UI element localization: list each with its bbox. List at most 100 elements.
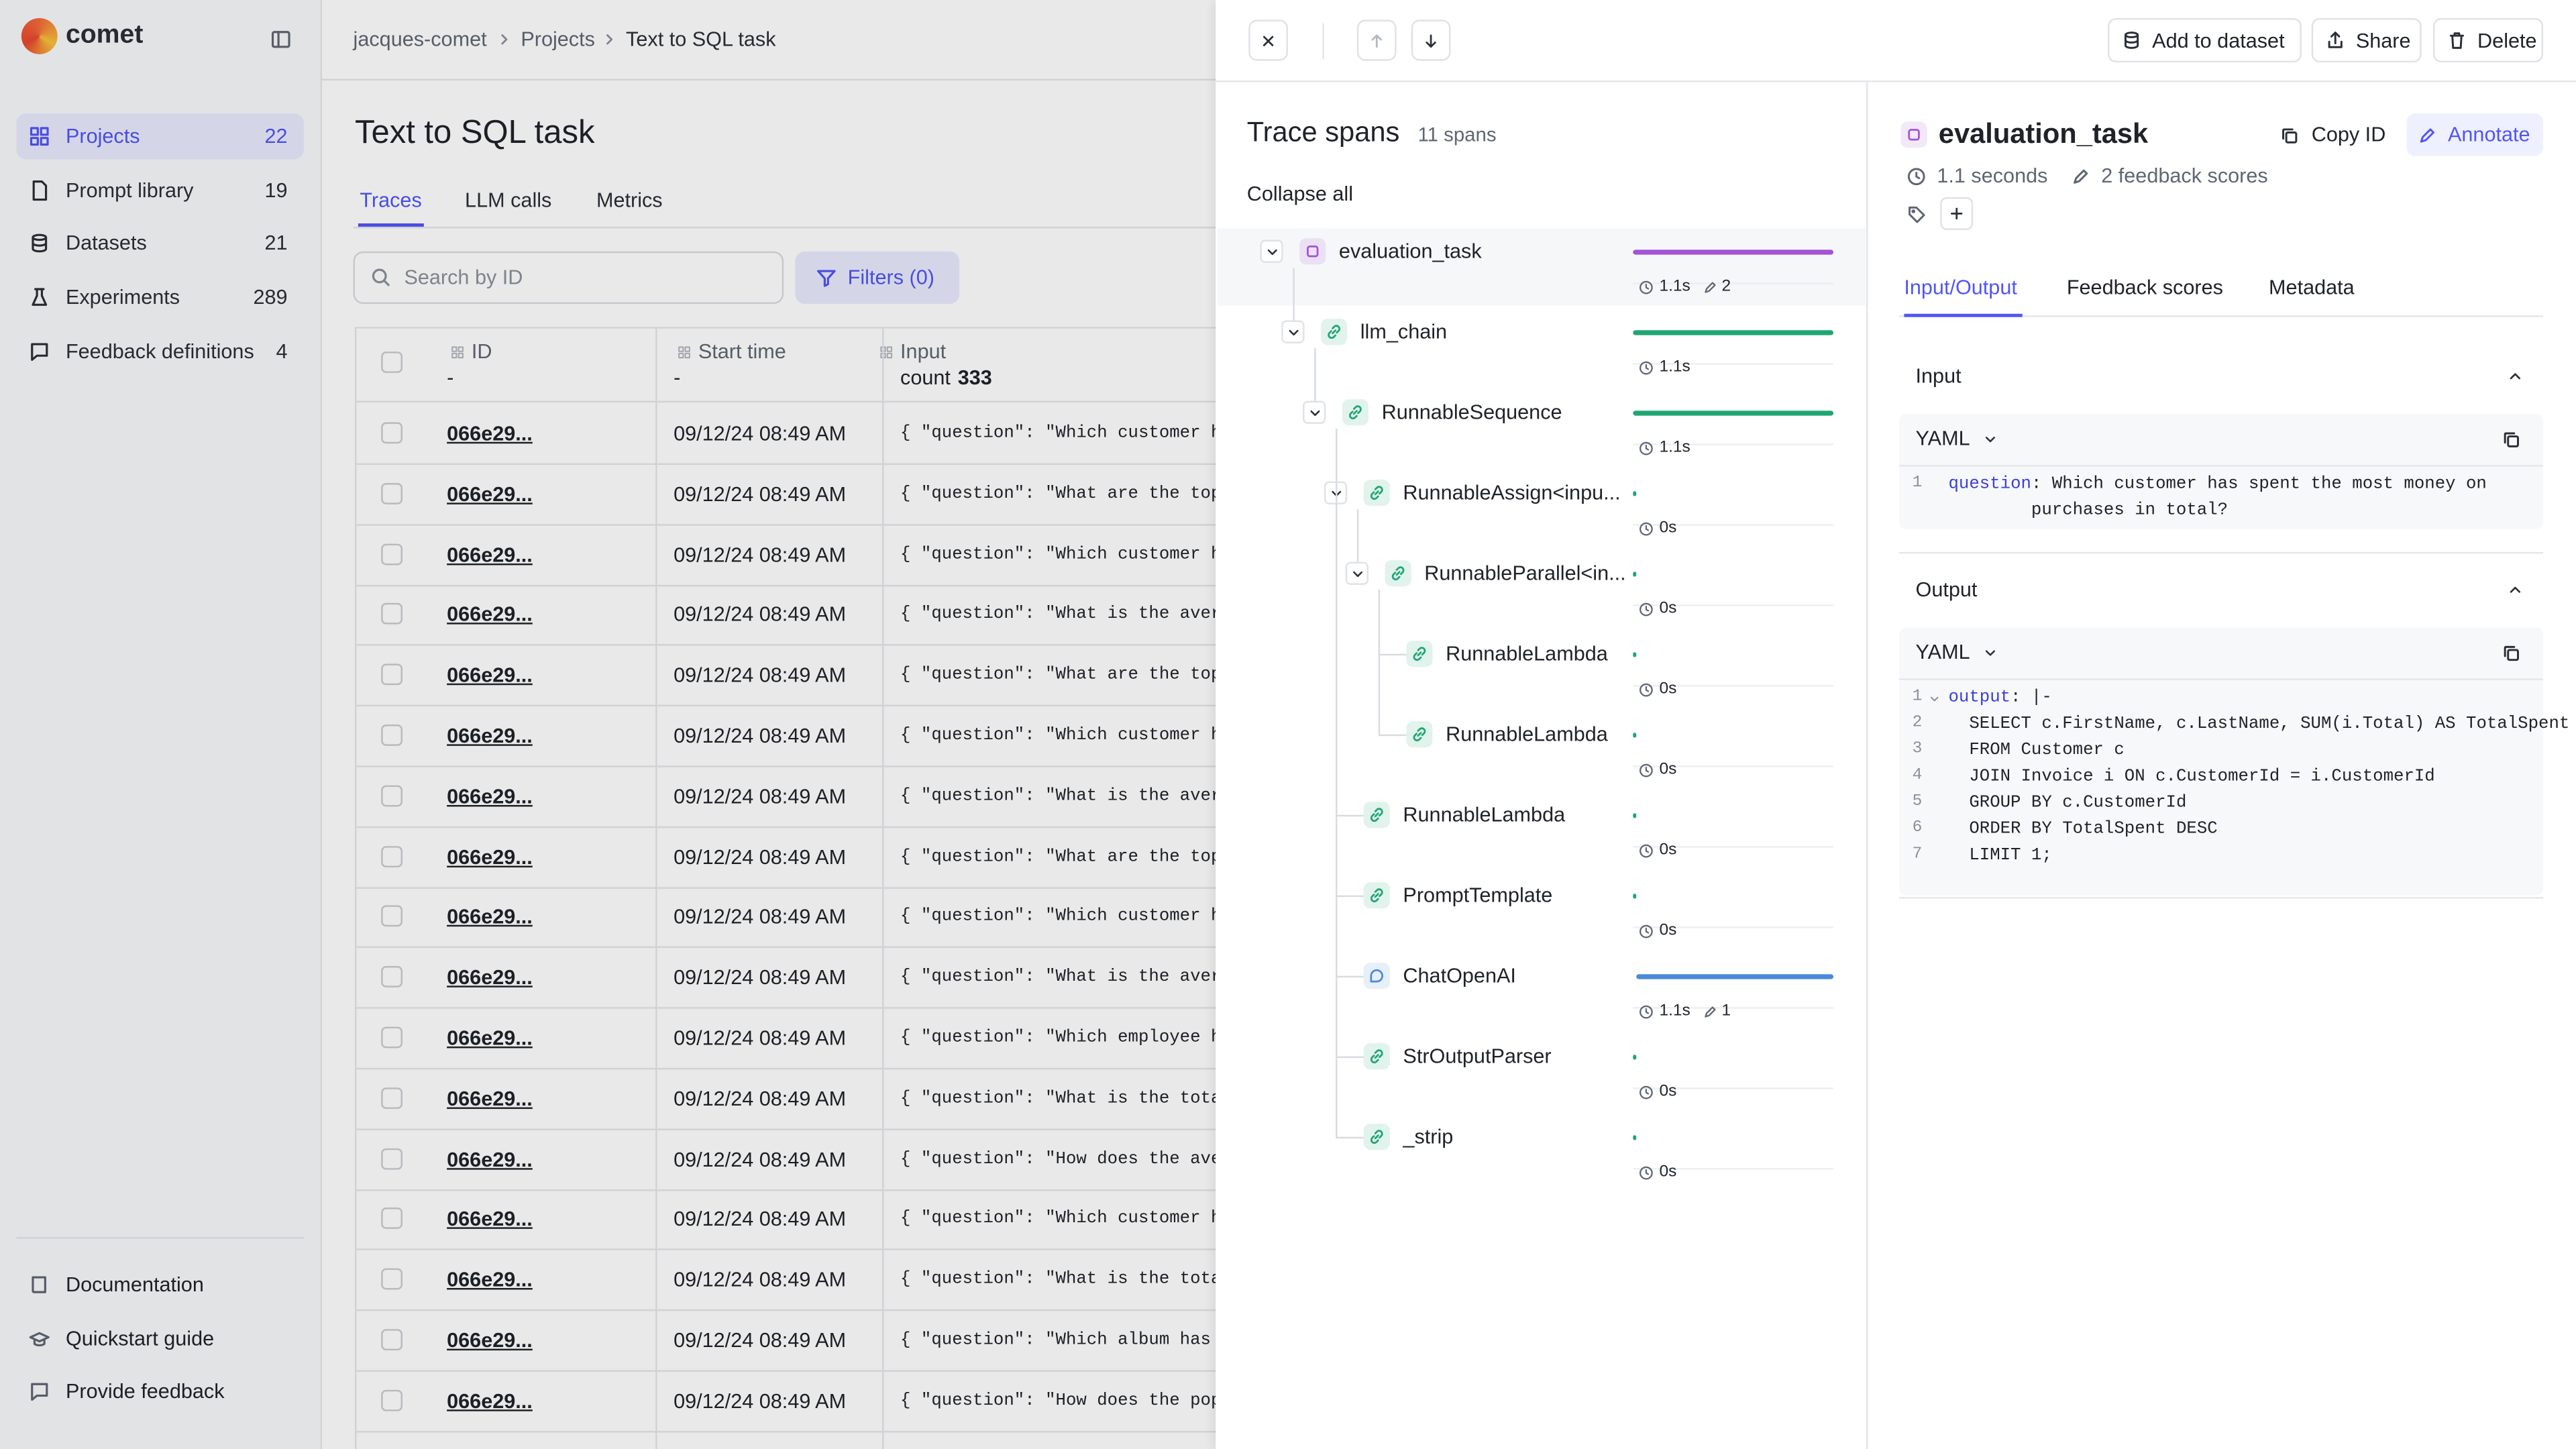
expand-toggle[interactable] [1324, 481, 1348, 504]
footer-link[interactable]: Documentation [65, 1273, 204, 1297]
format-select[interactable]: YAML [1915, 427, 1970, 451]
span-duration: 1.1s [1659, 1002, 1690, 1020]
trace-id[interactable]: 066e29... [447, 663, 533, 688]
row-checkbox[interactable] [381, 966, 403, 988]
span-name[interactable]: _strip [1403, 1125, 1454, 1148]
toolbar-button[interactable] [2108, 17, 2302, 63]
row-checkbox[interactable] [381, 1147, 403, 1169]
row-checkbox[interactable] [381, 785, 403, 806]
nav-item[interactable]: Experiments [65, 286, 180, 309]
row-checkbox[interactable] [381, 482, 403, 504]
expand-toggle[interactable] [1260, 239, 1283, 263]
trace-id[interactable]: 066e29... [447, 1026, 533, 1050]
icon-shape [1330, 490, 1341, 496]
span-scores: 1 [1721, 1002, 1731, 1020]
span-name[interactable]: StrOutputParser [1403, 1044, 1552, 1068]
add-tag-button[interactable] [1940, 197, 1974, 230]
expand-toggle[interactable] [1281, 320, 1305, 343]
trace-id[interactable]: 066e29... [447, 482, 533, 506]
icon-shape [2449, 32, 2463, 49]
trace-id[interactable]: 066e29... [447, 724, 533, 748]
span-name[interactable]: evaluation_task [1338, 239, 1482, 263]
nav-button[interactable] [1411, 19, 1451, 61]
row-checkbox[interactable] [381, 1087, 403, 1109]
span-name[interactable]: RunnableAssign<inpu... [1403, 481, 1621, 504]
icon-shape [1645, 1008, 1650, 1014]
icon-shape [2503, 431, 2515, 443]
search-box[interactable] [353, 251, 784, 305]
trace-id[interactable]: 066e29... [447, 1269, 533, 1292]
icon-shape [1639, 441, 1653, 455]
span-name[interactable]: RunnableLambda [1446, 642, 1608, 665]
row-checkbox[interactable] [381, 724, 403, 746]
icon-shape [1267, 248, 1277, 254]
nav-item[interactable]: Prompt library [65, 178, 194, 202]
row-checkbox[interactable] [381, 603, 403, 625]
row-checkbox[interactable] [381, 663, 403, 686]
row-checkbox[interactable] [381, 906, 403, 928]
span-name[interactable]: ChatOpenAI [1403, 964, 1516, 987]
page-tab[interactable]: Traces [360, 189, 422, 212]
row-checkbox[interactable] [381, 422, 403, 444]
span-duration: 0s [1659, 921, 1677, 940]
footer-icon [32, 1276, 46, 1293]
span-track [1633, 1168, 1834, 1170]
trace-id[interactable]: 066e29... [447, 603, 533, 627]
filters-button[interactable] [795, 251, 960, 305]
row-checkbox[interactable] [381, 1208, 403, 1230]
row-checkbox[interactable] [381, 1329, 403, 1351]
span-name[interactable]: RunnableParallel<in... [1424, 561, 1626, 585]
nav-icon [30, 127, 49, 146]
trace-id[interactable]: 066e29... [447, 966, 533, 989]
footer-link[interactable]: Quickstart guide [65, 1327, 215, 1350]
trace-id[interactable]: 066e29... [447, 1389, 533, 1413]
nav-button[interactable] [1356, 19, 1397, 61]
detail-tab[interactable]: Input/Output [1904, 276, 2017, 299]
trace-id[interactable]: 066e29... [447, 845, 533, 869]
breadcrumb-item[interactable]: jacques-comet [353, 28, 487, 51]
collapse-all[interactable]: Collapse all [1246, 182, 1354, 206]
trace-id[interactable]: 066e29... [447, 785, 533, 808]
trace-id[interactable]: 066e29... [447, 906, 533, 929]
span-name[interactable]: llm_chain [1360, 320, 1448, 343]
nav-item[interactable]: Feedback definitions [65, 339, 254, 363]
nav-item[interactable]: Datasets [65, 232, 147, 256]
icon-shape [30, 137, 39, 146]
header-checkbox[interactable] [381, 352, 403, 373]
breadcrumb-item[interactable]: Projects [521, 28, 595, 51]
trace-id[interactable]: 066e29... [447, 1208, 533, 1232]
page-tab[interactable]: Metrics [596, 189, 663, 212]
trace-id[interactable]: 066e29... [447, 1329, 533, 1352]
span-name[interactable]: RunnableSequence [1381, 400, 1562, 424]
trace-id[interactable]: 066e29... [447, 422, 533, 445]
row-checkbox[interactable] [381, 1389, 403, 1411]
detail-tab[interactable]: Metadata [2269, 276, 2355, 299]
page-tab[interactable]: LLM calls [465, 189, 552, 212]
footer-link[interactable]: Provide feedback [65, 1381, 225, 1404]
row-checkbox[interactable] [381, 543, 403, 565]
toolbar-button[interactable] [2432, 17, 2544, 63]
row-checkbox[interactable] [381, 1269, 403, 1290]
span-bar [1633, 812, 1637, 818]
format-select[interactable]: YAML [1915, 641, 1970, 664]
trace-id[interactable]: 066e29... [447, 543, 533, 566]
section-title[interactable]: Input [1915, 364, 1962, 388]
detail-tab[interactable]: Feedback scores [2066, 276, 2223, 299]
expand-toggle[interactable] [1345, 561, 1369, 585]
trace-id[interactable]: 066e29... [447, 1147, 533, 1171]
trace-id[interactable]: 066e29... [447, 1087, 533, 1111]
toolbar-button[interactable] [2311, 17, 2422, 63]
nav-button[interactable] [1248, 19, 1289, 61]
row-checkbox[interactable] [381, 1026, 403, 1049]
span-duration: 0s [1659, 760, 1677, 779]
copy-id[interactable]: Copy ID [2311, 123, 2386, 146]
input-cell: { "question": "What are the top S [900, 484, 1242, 504]
section-toggle [2510, 373, 2521, 380]
span-name[interactable]: RunnableLambda [1446, 722, 1608, 746]
row-checkbox[interactable] [381, 845, 403, 867]
nav-item[interactable]: Projects [65, 125, 140, 148]
span-name[interactable]: RunnableLambda [1403, 803, 1566, 826]
section-title[interactable]: Output [1915, 578, 1978, 602]
expand-toggle[interactable] [1303, 400, 1326, 424]
span-name[interactable]: PromptTemplate [1403, 883, 1553, 907]
